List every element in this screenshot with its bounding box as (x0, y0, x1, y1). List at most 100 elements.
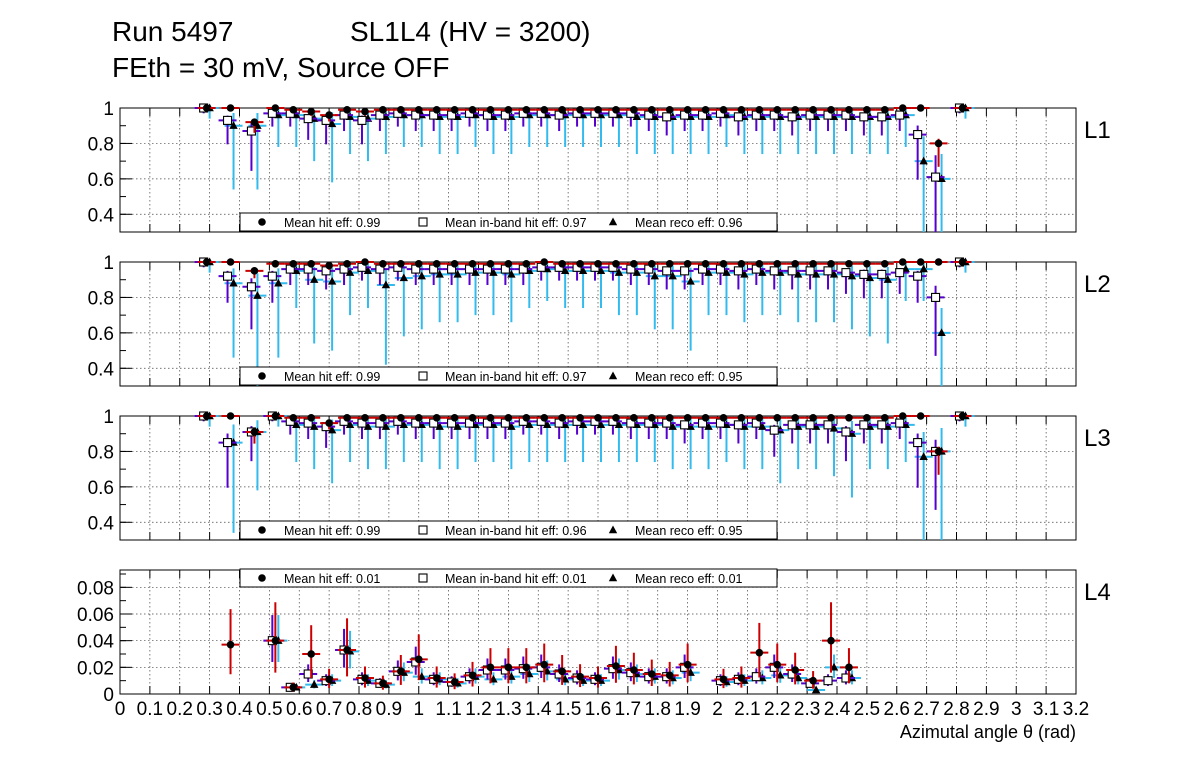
hit-point (397, 413, 405, 422)
reco-point (310, 422, 319, 430)
legend-entry-hit: Mean hit eff: 0.99 (284, 370, 380, 384)
x-tick-label: 2.8 (943, 699, 969, 720)
hit-point (250, 428, 259, 436)
hit-point (737, 105, 746, 114)
reco-point (614, 268, 624, 276)
hit-point (576, 105, 584, 114)
x-axis-title: Azimutal angle θ (rad) (900, 722, 1076, 742)
legend-entry-inband: Mean in-band hit eff: 0.97 (445, 216, 587, 230)
hit-point (755, 648, 764, 657)
hit-point (665, 259, 674, 268)
x-axis-labels: 0 0.1 0.2 0.3 0.4 0.5 0.6 0.7 0.8 0.9 1 1.1 1.2 1.3 1.… (115, 699, 1090, 720)
hit-point (881, 259, 889, 268)
hit-point (432, 259, 441, 268)
legend-entry-hit: Mean hit eff: 0.99 (284, 524, 380, 538)
hit-point (630, 105, 638, 114)
inband-point (877, 112, 887, 122)
inband-point (680, 420, 690, 430)
hit-point (934, 139, 943, 148)
legend-marker-inband (418, 525, 428, 535)
hit-point (594, 259, 602, 268)
reco-point (310, 275, 319, 283)
hit-point (558, 413, 566, 422)
reco-point (417, 271, 426, 280)
hit-point (612, 413, 620, 422)
hit-point (468, 105, 477, 114)
reco-point (381, 422, 391, 430)
hit-point (250, 118, 259, 126)
hit-point (361, 674, 369, 682)
inband-point (733, 266, 743, 276)
legend-marker-inband (418, 573, 428, 583)
hit-point (250, 267, 259, 275)
legend-marker-reco (608, 371, 618, 380)
hit-point (719, 259, 728, 268)
hit-point (540, 660, 549, 669)
reco-point (811, 685, 821, 694)
y-tick-label: 0.8 (88, 134, 114, 155)
hit-point (881, 105, 889, 114)
reco-point (381, 280, 391, 289)
hit-point (379, 679, 387, 688)
hit-point (414, 413, 423, 422)
reco-point (722, 268, 731, 276)
y-tick-label: 0.02 (77, 658, 114, 679)
reco-point (937, 328, 946, 337)
hit-point (755, 259, 764, 268)
reco-point (435, 269, 444, 278)
legend-entry-inband: Mean in-band hit eff: 0.01 (445, 572, 587, 586)
hit-point (540, 413, 549, 422)
hit-point (630, 259, 638, 268)
x-tick-label: 2.4 (824, 699, 851, 720)
reco-point (829, 269, 839, 278)
series-hit (197, 104, 972, 167)
hit-point (576, 413, 584, 422)
x-tick-label: 0.4 (226, 699, 253, 720)
hit-point (773, 660, 782, 669)
x-tick-label: 3.2 (1063, 699, 1089, 720)
inband-point (357, 115, 367, 125)
hit-point (271, 636, 280, 645)
panel-l2: 0.4 0.6 0.8 1 Mean hit eff: 0.99 Mean in-band… (88, 253, 1111, 387)
x-tick-label: 0.1 (137, 699, 163, 720)
reco-point (668, 422, 677, 430)
reco-point (399, 273, 409, 282)
x-tick-label: 0.7 (316, 699, 342, 720)
hit-point (594, 674, 602, 682)
reco-point (704, 268, 713, 276)
reco-point (310, 680, 319, 688)
hit-point (307, 650, 316, 658)
hit-point (647, 670, 656, 678)
hit-point (414, 655, 423, 664)
legend-marker-reco (608, 525, 618, 534)
inband-point (222, 115, 233, 125)
hit-point (226, 104, 235, 112)
hit-point (414, 259, 423, 268)
x-tick-label: 1.7 (615, 699, 641, 720)
inband-point (733, 112, 743, 122)
hit-point (958, 258, 967, 266)
inband-point (787, 420, 797, 430)
reco-point (811, 269, 821, 278)
inband-point (769, 266, 779, 276)
legend-marker-inband (418, 217, 428, 227)
legend-box (239, 520, 778, 540)
hit-point (683, 413, 692, 422)
reco-point (740, 269, 749, 278)
y-tick-label: 0.8 (88, 442, 114, 463)
hit-point (827, 636, 835, 645)
run-title: Run 5497 (112, 16, 234, 47)
y-tick-label: 0.06 (77, 605, 114, 626)
inband-point (913, 438, 923, 448)
hit-point (307, 107, 316, 116)
hit-point (414, 105, 423, 114)
reco-point (632, 268, 642, 276)
hit-point (289, 683, 298, 692)
x-tick-label: 0.8 (346, 699, 372, 720)
reco-point (865, 273, 875, 282)
reco-point (919, 452, 928, 460)
x-tick-label: 2.3 (794, 699, 820, 720)
x-tick-label: 1.6 (585, 699, 611, 720)
reco-point (489, 268, 498, 276)
hit-point (468, 259, 477, 268)
